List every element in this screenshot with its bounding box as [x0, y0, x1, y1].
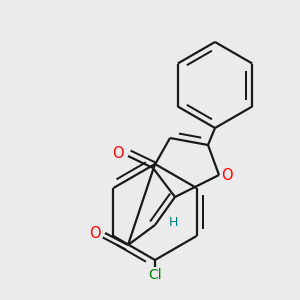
Text: O: O — [112, 146, 124, 160]
Text: O: O — [89, 226, 101, 241]
Text: H: H — [168, 217, 178, 230]
Text: O: O — [221, 167, 233, 182]
Text: Cl: Cl — [148, 268, 162, 282]
